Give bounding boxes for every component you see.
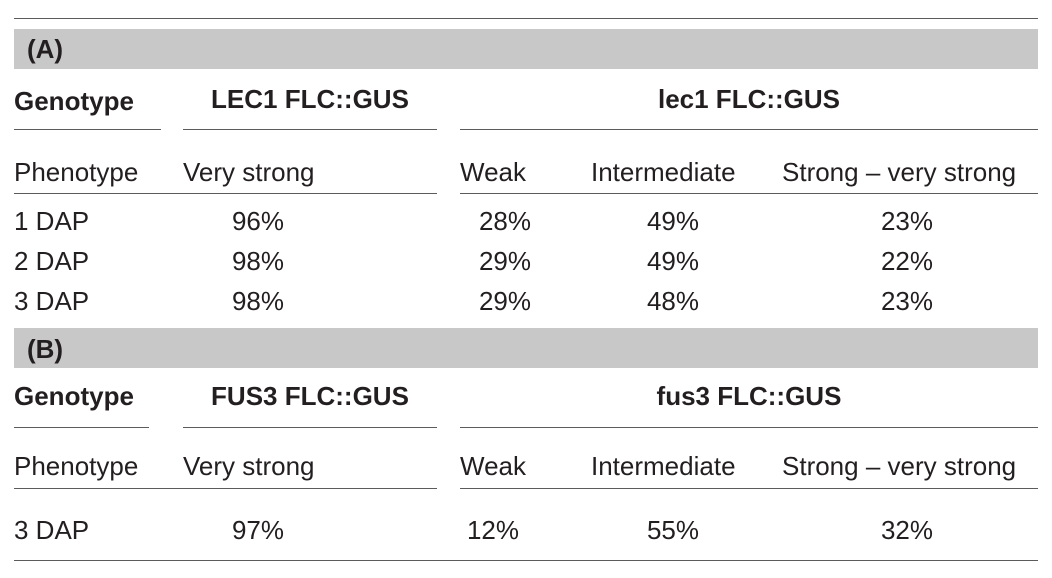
section-b-row-1-weak: 12%: [466, 515, 520, 545]
section-a-phenotype-very-strong: Very strong: [183, 157, 315, 187]
section-b-header-bar: [14, 328, 1038, 368]
section-a-mutant-rule: [460, 129, 1038, 130]
section-a-row-2-weak: 29%: [478, 246, 532, 276]
section-a-row-3-strong-very-strong: 23%: [880, 286, 934, 316]
section-b-phenotype-weak: Weak: [460, 451, 526, 481]
section-a-phenotype-rule-right: [460, 193, 1038, 194]
section-a-label: (A): [27, 34, 64, 64]
section-a-row-3-weak: 29%: [478, 286, 532, 316]
section-b-mutant-rule: [460, 427, 1038, 428]
section-a-row-3-stage: 3 DAP: [14, 286, 90, 316]
section-a-phenotype-rule-left: [14, 193, 437, 194]
section-b-phenotype-very-strong: Very strong: [183, 451, 315, 481]
section-b-row-1-strong-very-strong: 32%: [880, 515, 934, 545]
section-a-row-3-very-strong: 98%: [231, 286, 285, 316]
section-b-row-1-very-strong: 97%: [231, 515, 285, 545]
section-a-phenotype-weak: Weak: [460, 157, 526, 187]
section-b-row-1-stage: 3 DAP: [14, 515, 90, 545]
section-b-genotype-header: Genotype: [14, 381, 134, 411]
section-a-row-1-strong-very-strong: 23%: [880, 206, 934, 236]
section-a-wildtype-rule: [183, 129, 437, 130]
section-a-row-1-stage: 1 DAP: [14, 206, 90, 236]
section-b-phenotype-strong-very-strong: Strong – very strong: [782, 451, 1017, 481]
section-b-wildtype-rule: [183, 427, 437, 428]
section-a-phenotype-intermediate: Intermediate: [591, 157, 736, 187]
section-a-row-2-very-strong: 98%: [231, 246, 285, 276]
section-a-header-bar: [14, 29, 1038, 69]
section-b-phenotype-intermediate: Intermediate: [591, 451, 736, 481]
section-b-genotype-rule: [14, 427, 149, 428]
section-a-row-1-weak: 28%: [478, 206, 532, 236]
section-b-phenotype-rule-right: [460, 488, 1038, 489]
section-b-label: (B): [27, 334, 64, 364]
section-b-phenotype-rule-left: [14, 488, 437, 489]
section-b-mutant-genotype: fus3 FLC::GUS: [656, 381, 842, 411]
section-a-row-2-strong-very-strong: 22%: [880, 246, 934, 276]
section-a-phenotype-header: Phenotype: [14, 157, 139, 187]
section-b-wildtype-genotype: FUS3 FLC::GUS: [211, 381, 409, 411]
section-a-row-2-stage: 2 DAP: [14, 246, 90, 276]
table-bottom-rule: [14, 560, 1038, 561]
section-a-row-3-intermediate: 48%: [646, 286, 700, 316]
section-a-mutant-genotype: lec1 FLC::GUS: [657, 84, 841, 114]
table-top-rule: [14, 18, 1038, 19]
section-a-row-1-very-strong: 96%: [231, 206, 285, 236]
section-a-row-1-intermediate: 49%: [646, 206, 700, 236]
section-a-genotype-header: Genotype: [14, 86, 134, 116]
section-b-phenotype-header: Phenotype: [14, 451, 139, 481]
section-a-phenotype-strong-very-strong: Strong – very strong: [782, 157, 1017, 187]
section-a-row-2-intermediate: 49%: [646, 246, 700, 276]
section-a-wildtype-genotype: LEC1 FLC::GUS: [211, 84, 409, 114]
section-b-row-1-intermediate: 55%: [646, 515, 700, 545]
section-a-genotype-rule: [14, 129, 161, 130]
